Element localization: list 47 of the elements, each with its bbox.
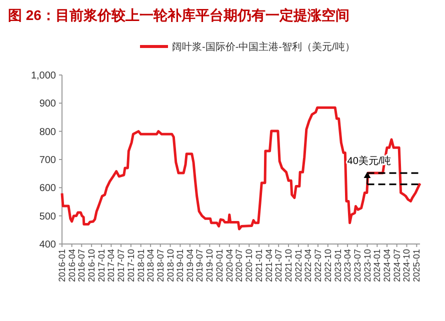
y-tick-label: 600 — [39, 183, 56, 194]
x-tick-label: 2016-10 — [86, 249, 97, 282]
x-tick-label: 2024-10 — [402, 249, 412, 282]
x-tick-label: 2022-10 — [322, 249, 333, 282]
x-tick-label: 2024-04 — [382, 249, 392, 282]
x-tick-label: 2021-01 — [254, 249, 264, 282]
x-tick-label: 2017-07 — [116, 249, 126, 282]
x-tick-label: 2021-04 — [264, 249, 274, 282]
x-tick-label: 2019-07 — [194, 249, 205, 282]
x-tick-label: 2024-07 — [392, 249, 402, 282]
y-tick-label: 800 — [39, 126, 56, 138]
x-tick-label: 2018-01 — [136, 249, 146, 282]
x-tick-label: 2024-01 — [372, 249, 382, 282]
y-tick-label: 400 — [39, 240, 56, 250]
x-tick-label: 2016-04 — [66, 249, 77, 282]
x-tick-label: 2023-07 — [352, 249, 362, 282]
x-tick-label: 2022-07 — [312, 249, 323, 282]
x-tick-label: 2017-01 — [96, 249, 106, 282]
x-tick-label: 2018-10 — [165, 249, 176, 282]
x-tick-label: 2019-04 — [184, 249, 195, 282]
x-tick-label: 2020-07 — [234, 249, 244, 282]
x-tick-label: 2017-10 — [126, 249, 136, 282]
x-tick-label: 2020-10 — [244, 249, 254, 282]
x-tick-label: 2022-04 — [303, 249, 314, 282]
x-tick-label: 2025-01 — [412, 249, 422, 282]
y-tick-label: 700 — [39, 155, 56, 166]
y-tick-label: 900 — [39, 98, 56, 110]
x-tick-label: 2023-04 — [342, 249, 353, 282]
x-tick-label: 2023-10 — [362, 249, 372, 282]
x-tick-label: 2020-04 — [224, 249, 234, 282]
line-series — [60, 106, 422, 230]
chart-title: 图 26：目前浆价较上一轮补库平台期仍有一定提涨空间 — [8, 7, 350, 23]
x-tick-label: 2019-10 — [204, 249, 215, 282]
x-tick-label: 2023-01 — [332, 249, 343, 282]
x-tick-label: 2020-01 — [214, 249, 225, 282]
x-tick-label: 2016-07 — [76, 249, 87, 282]
x-tick-label: 2017-04 — [106, 249, 116, 282]
x-tick-label: 2022-01 — [293, 249, 304, 282]
x-tick-label: 2021-07 — [274, 249, 284, 282]
x-tick-label: 2016-01 — [57, 249, 67, 282]
y-tick-label: 500 — [39, 211, 56, 222]
x-tick-label: 2019-01 — [175, 249, 186, 282]
x-tick-label: 2018-04 — [146, 249, 156, 282]
x-tick-label: 2018-07 — [155, 249, 166, 282]
y-tick-label: 1,000 — [30, 70, 56, 82]
x-tick-label: 2021-10 — [284, 249, 294, 282]
legend-label: 阔叶浆-国际价-中国主港-智利（美元/吨） — [172, 41, 355, 53]
